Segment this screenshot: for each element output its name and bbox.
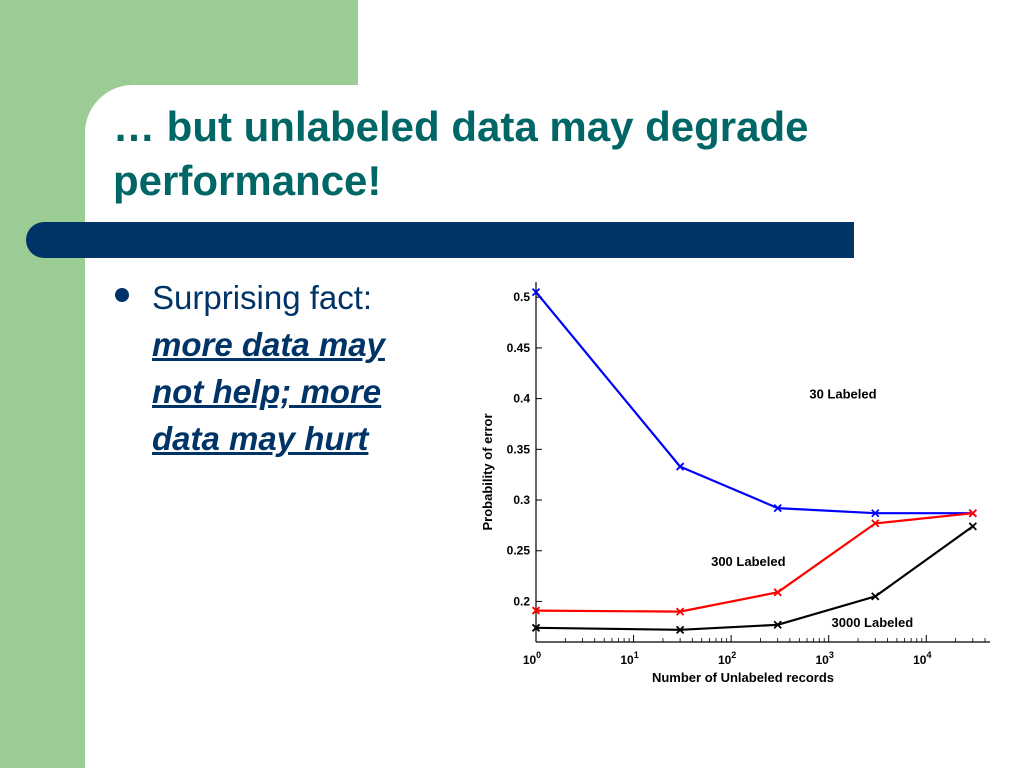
x-marker: [968, 522, 977, 531]
bullet-point: Surprising fact: more data may not help;…: [152, 274, 452, 462]
x-marker: [531, 623, 541, 632]
x-marker: [675, 607, 685, 616]
data-point-3000-labeled: [675, 625, 685, 634]
y-tick-label: 0.25: [507, 544, 531, 558]
series-label-300-labeled: 300 Labeled: [711, 554, 785, 569]
data-point-300-labeled: [871, 519, 880, 528]
x-marker: [871, 509, 880, 518]
series-label-3000-labeled: 3000 Labeled: [832, 615, 914, 630]
x-marker: [531, 288, 541, 297]
data-point-300-labeled: [968, 509, 977, 518]
bullet-emphasis-line-1: more data may: [152, 326, 385, 363]
x-axis-label: Number of Unlabeled records: [652, 670, 834, 685]
data-point-3000-labeled: [871, 592, 880, 601]
x-marker: [773, 588, 782, 597]
slide-title: … but unlabeled data may degrade perform…: [113, 103, 809, 204]
bullet-emphasis-line-2: not help; more: [152, 373, 382, 410]
data-point-3000-labeled: [531, 623, 541, 632]
data-point-30-labeled: [871, 509, 880, 518]
series-line-30-labeled: [535, 291, 973, 515]
bullet-lead-text: Surprising fact:: [152, 279, 373, 316]
x-marker: [968, 509, 977, 518]
data-point-3000-labeled: [773, 620, 782, 629]
x-tick-label: 100: [523, 650, 541, 667]
bullet-emphasis-line-3: data may hurt: [152, 420, 369, 457]
y-axis-label: Probability of error: [480, 413, 495, 530]
x-tick-label: 103: [816, 650, 834, 667]
y-tick-label: 0.2: [513, 594, 530, 608]
title-underline-bar: [26, 222, 854, 258]
data-point-300-labeled: [675, 607, 685, 616]
data-point-30-labeled: [773, 504, 782, 513]
x-marker: [675, 625, 685, 634]
y-tick-label: 0.5: [513, 290, 530, 304]
bullet-icon: [115, 288, 129, 302]
content-panel: [85, 85, 1024, 768]
data-point-30-labeled: [531, 288, 541, 297]
data-point-300-labeled: [773, 588, 782, 597]
x-tick-label: 104: [913, 650, 931, 667]
y-tick-label: 0.3: [513, 493, 530, 507]
data-point-3000-labeled: [968, 522, 977, 531]
y-tick-label: 0.4: [513, 392, 530, 406]
x-marker: [871, 519, 880, 528]
data-point-30-labeled: [675, 462, 685, 471]
x-tick-label: 102: [718, 650, 736, 667]
x-marker: [773, 620, 782, 629]
x-tick-label: 101: [620, 650, 638, 667]
x-marker: [531, 606, 541, 615]
y-tick-label: 0.35: [507, 442, 531, 456]
x-marker: [773, 504, 782, 513]
x-marker: [871, 592, 880, 601]
y-tick-label: 0.45: [507, 341, 531, 355]
x-marker: [675, 462, 685, 471]
series-label-30-labeled: 30 Labeled: [809, 387, 876, 402]
data-point-300-labeled: [531, 606, 541, 615]
